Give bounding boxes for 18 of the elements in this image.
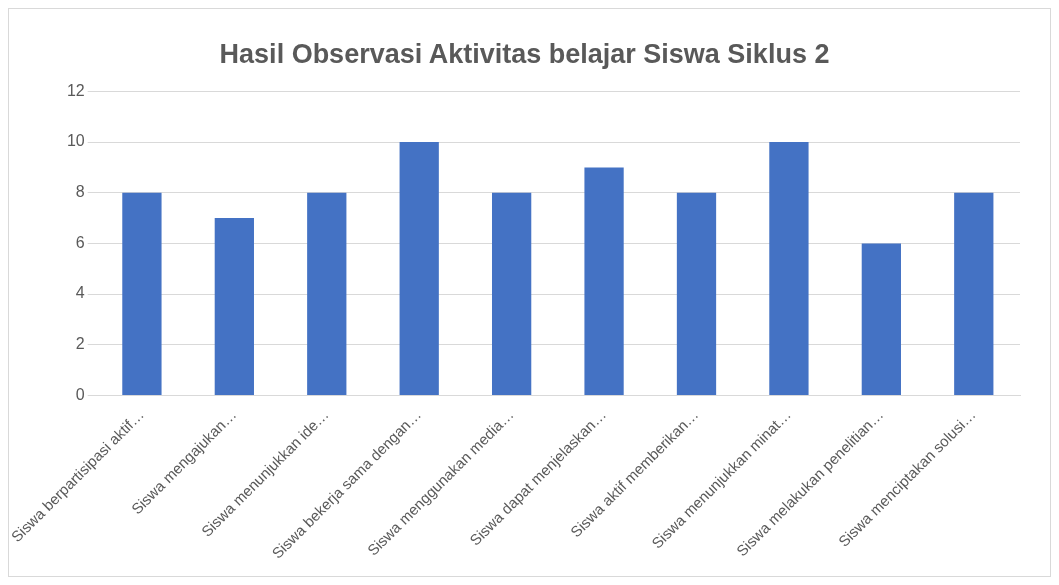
bar xyxy=(676,192,717,395)
bar xyxy=(399,142,439,395)
chart-title: Hasil Observasi Aktivitas belajar Siswa Siklus 2 xyxy=(219,38,830,69)
bar xyxy=(769,142,809,395)
y-tick-label: 10 xyxy=(66,132,85,150)
y-tick-label: 4 xyxy=(75,284,85,302)
y-tick-label: 0 xyxy=(75,385,85,403)
bar xyxy=(584,167,624,395)
bar xyxy=(122,192,162,395)
bar xyxy=(307,192,347,395)
bar xyxy=(214,218,254,395)
bar xyxy=(861,243,901,395)
y-tick-label: 12 xyxy=(66,81,85,99)
bar xyxy=(954,192,994,395)
bar xyxy=(491,192,532,395)
y-tick-label: 6 xyxy=(75,233,85,251)
y-tick-label: 2 xyxy=(75,335,85,353)
y-tick-label: 8 xyxy=(75,183,85,201)
